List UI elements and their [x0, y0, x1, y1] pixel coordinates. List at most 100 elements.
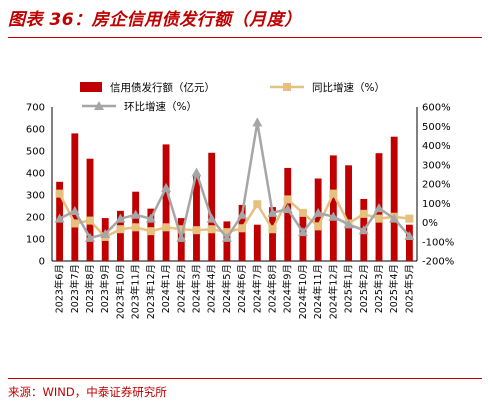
source-divider — [8, 378, 482, 379]
point-mom-growth — [373, 203, 384, 213]
point-yoy-growth — [162, 223, 171, 232]
point-yoy-growth — [116, 225, 125, 234]
x-tick-label: 2023年6月 — [54, 264, 66, 313]
legend-swatch-credit-issuance — [80, 82, 102, 92]
legend-marker-yoy-growth — [283, 83, 291, 91]
point-mom-growth — [267, 207, 278, 217]
point-mom-growth — [206, 213, 217, 223]
bar-credit-issuance — [284, 167, 292, 261]
point-mom-growth — [145, 213, 156, 223]
x-tick-label: 2023年9月 — [99, 264, 111, 313]
point-mom-growth — [389, 213, 400, 223]
right-y-tick-label: 100% — [422, 199, 451, 210]
bar-credit-issuance — [71, 133, 79, 261]
x-tick-label: 2024年3月 — [190, 264, 202, 313]
point-mom-growth — [69, 205, 80, 215]
right-y-tick-label: 400% — [422, 141, 451, 152]
point-mom-growth — [328, 211, 339, 221]
point-mom-growth — [130, 209, 141, 219]
bar-credit-issuance — [269, 207, 276, 261]
bar-series — [56, 133, 413, 261]
legend-marker-mom-growth — [94, 101, 104, 110]
point-mom-growth — [358, 225, 369, 235]
point-mom-growth — [343, 219, 354, 229]
left-y-tick-label: 200 — [26, 213, 45, 224]
point-yoy-growth — [405, 214, 414, 223]
right-y-tick-label: 500% — [422, 122, 451, 133]
point-yoy-growth — [268, 225, 277, 234]
x-tick-label: 2024年12月 — [327, 264, 339, 319]
bar-credit-issuance — [117, 210, 124, 261]
x-tick-label: 2023年11月 — [130, 264, 142, 319]
point-mom-growth — [100, 229, 111, 239]
point-mom-growth — [282, 204, 293, 214]
point-yoy-growth — [146, 227, 155, 236]
x-tick-label: 2025年5月 — [403, 264, 415, 313]
x-tick-label: 2023年7月 — [69, 264, 81, 313]
point-mom-growth — [161, 182, 172, 192]
x-tick-label: 2023年8月 — [84, 264, 96, 313]
x-tick-label: 2024年8月 — [267, 264, 279, 313]
legend-label-mom-growth: 环比增速（%） — [124, 100, 197, 113]
bar-credit-issuance — [405, 224, 413, 261]
legend-label-yoy-growth: 同比增速（%） — [312, 81, 385, 94]
point-yoy-growth — [70, 219, 79, 228]
point-yoy-growth — [298, 208, 307, 217]
bar-credit-issuance — [390, 136, 398, 261]
x-tick-label: 2024年7月 — [251, 264, 263, 313]
left-y-tick-label: 300 — [26, 191, 45, 202]
bar-credit-issuance — [86, 158, 94, 261]
point-yoy-growth — [192, 226, 201, 235]
point-yoy-growth — [86, 216, 95, 225]
point-yoy-growth — [222, 228, 231, 237]
right-y-tick-label: 300% — [422, 160, 451, 171]
point-yoy-growth — [253, 200, 262, 209]
left-y-tick-label: 100 — [26, 235, 45, 246]
axes — [51, 107, 418, 262]
x-tick-label: 2024年10月 — [297, 264, 309, 319]
x-tick-label: 2024年2月 — [175, 264, 187, 313]
line-yoy-growth — [58, 190, 410, 239]
right-y-tick-label: 600% — [422, 103, 451, 114]
point-mom-growth — [297, 227, 308, 237]
x-tick-label: 2024年5月 — [221, 264, 233, 313]
point-yoy-growth — [359, 209, 368, 218]
bar-credit-issuance — [253, 224, 261, 261]
point-yoy-growth — [131, 223, 140, 232]
x-tick-label: 2023年12月 — [145, 264, 157, 319]
x-tick-label: 2025年1月 — [343, 264, 355, 313]
point-yoy-growth — [238, 224, 247, 233]
point-yoy-growth — [283, 195, 292, 204]
point-yoy-growth — [207, 225, 216, 234]
point-mom-growth — [85, 232, 96, 242]
point-mom-growth — [221, 232, 232, 242]
bar-credit-issuance — [299, 215, 307, 261]
point-mom-growth — [313, 207, 324, 217]
point-mom-growth — [404, 230, 415, 240]
point-mom-growth — [237, 209, 248, 219]
point-yoy-growth — [177, 225, 186, 234]
left-y-tick-label: 600 — [26, 125, 45, 136]
point-mom-growth — [176, 232, 187, 242]
left-y-tick-label: 700 — [26, 103, 45, 114]
left-y-tick-label: 400 — [26, 169, 45, 180]
point-mom-growth — [54, 213, 65, 223]
figure-title: 图表 36：房企信用债发行额（月度） — [8, 10, 302, 30]
bar-credit-issuance — [329, 155, 337, 261]
point-mom-growth — [115, 213, 126, 223]
left-y-tick-label: 0 — [39, 257, 45, 268]
x-tick-label: 2023年10月 — [114, 264, 126, 319]
bar-credit-issuance — [193, 176, 200, 261]
legend: 信用债发行额（亿元） 同比增速（%） 环比增速（%） — [80, 81, 385, 113]
source-note: 来源：WIND，中泰证券研究所 — [8, 385, 167, 399]
right-y-tick-label: 200% — [422, 180, 451, 191]
x-tick-label: 2024年4月 — [206, 264, 218, 313]
bar-credit-issuance — [238, 204, 246, 261]
x-tick-label: 2025年3月 — [373, 264, 385, 313]
bar-credit-issuance — [345, 165, 352, 261]
point-mom-growth — [252, 117, 263, 127]
right-y-tick-label: -100% — [422, 237, 454, 248]
x-tick-label: 2025年4月 — [388, 264, 400, 313]
point-yoy-growth — [55, 189, 64, 198]
title-divider — [8, 37, 482, 38]
